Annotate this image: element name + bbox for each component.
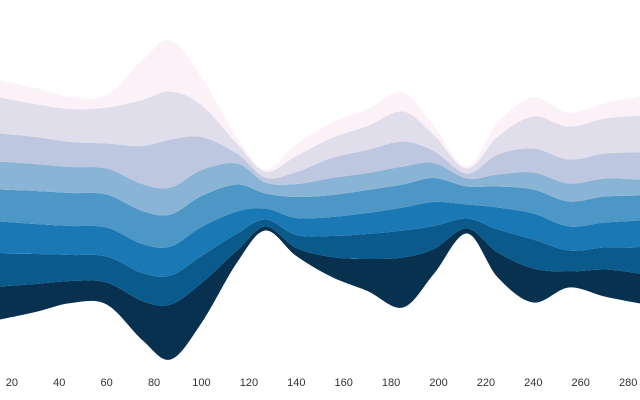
x-tick-label: 140 [287, 377, 305, 389]
stream-layers [0, 40, 640, 360]
x-tick-label: 20 [6, 377, 18, 389]
stream-layer-6 [0, 133, 640, 189]
x-tick-label: 120 [240, 377, 258, 389]
x-tick-label: 200 [429, 377, 447, 389]
stream-layer-3 [0, 201, 640, 277]
stream-layer-8 [0, 40, 640, 172]
stream-layer-5 [0, 161, 640, 216]
stream-layer-2 [0, 218, 640, 306]
x-tick-label: 180 [382, 377, 400, 389]
x-tick-label: 60 [101, 377, 113, 389]
x-tick-label: 280 [619, 377, 637, 389]
x-tick-label: 260 [572, 377, 590, 389]
x-tick-label: 80 [148, 377, 160, 389]
x-tick-label: 40 [53, 377, 65, 389]
x-axis: 20 40 60 80 100 120 140 160 180 200 220 240 260 280 [6, 377, 638, 389]
stream-layer-4 [0, 177, 640, 248]
stream-layer-7 [0, 91, 640, 179]
x-tick-label: 240 [524, 377, 542, 389]
x-tick-label: 100 [192, 377, 210, 389]
stream-layer-1 [0, 226, 640, 360]
x-tick-label: 160 [335, 377, 353, 389]
x-tick-label: 220 [477, 377, 495, 389]
